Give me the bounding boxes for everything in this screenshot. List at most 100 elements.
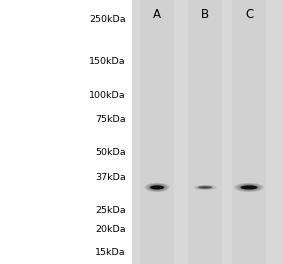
Ellipse shape — [198, 186, 212, 188]
Text: 100kDa: 100kDa — [89, 91, 126, 100]
Ellipse shape — [240, 185, 258, 190]
Ellipse shape — [191, 185, 219, 190]
Ellipse shape — [234, 183, 264, 192]
Ellipse shape — [202, 187, 208, 188]
Ellipse shape — [236, 183, 262, 191]
Ellipse shape — [156, 187, 158, 188]
Ellipse shape — [196, 186, 214, 189]
Ellipse shape — [150, 185, 164, 190]
Ellipse shape — [246, 187, 252, 188]
Text: 37kDa: 37kDa — [95, 173, 126, 182]
Ellipse shape — [239, 185, 259, 190]
Ellipse shape — [241, 185, 257, 190]
Ellipse shape — [194, 185, 217, 190]
Bar — [232, 0, 266, 264]
Ellipse shape — [156, 187, 158, 188]
Ellipse shape — [196, 185, 215, 189]
Ellipse shape — [239, 184, 260, 191]
Ellipse shape — [155, 187, 159, 188]
Ellipse shape — [234, 183, 264, 192]
Ellipse shape — [241, 185, 258, 190]
Ellipse shape — [240, 185, 258, 190]
Ellipse shape — [144, 183, 170, 192]
Ellipse shape — [143, 183, 171, 192]
Ellipse shape — [155, 187, 160, 188]
Ellipse shape — [242, 185, 256, 190]
Ellipse shape — [198, 186, 212, 189]
Ellipse shape — [245, 186, 253, 188]
Ellipse shape — [199, 186, 212, 189]
Ellipse shape — [234, 183, 264, 192]
Ellipse shape — [238, 184, 260, 191]
Ellipse shape — [147, 184, 167, 191]
Ellipse shape — [191, 185, 219, 190]
Ellipse shape — [201, 187, 209, 188]
Ellipse shape — [150, 185, 164, 190]
Ellipse shape — [192, 185, 218, 190]
Ellipse shape — [154, 186, 160, 188]
Ellipse shape — [155, 187, 159, 188]
Text: 25kDa: 25kDa — [95, 206, 126, 215]
Ellipse shape — [197, 186, 214, 189]
Text: 150kDa: 150kDa — [89, 57, 126, 66]
Text: B: B — [201, 8, 209, 21]
Ellipse shape — [246, 186, 252, 188]
Ellipse shape — [233, 183, 265, 192]
Ellipse shape — [204, 187, 206, 188]
Ellipse shape — [145, 183, 170, 192]
Bar — [132, 0, 283, 264]
Ellipse shape — [149, 185, 166, 190]
Ellipse shape — [237, 184, 261, 191]
Ellipse shape — [194, 185, 216, 190]
Ellipse shape — [198, 186, 213, 189]
Ellipse shape — [197, 186, 213, 189]
Ellipse shape — [143, 182, 171, 192]
Ellipse shape — [146, 183, 168, 191]
Ellipse shape — [243, 186, 255, 189]
Ellipse shape — [203, 187, 207, 188]
Ellipse shape — [248, 187, 250, 188]
Text: 250kDa: 250kDa — [89, 15, 126, 23]
Ellipse shape — [204, 187, 207, 188]
Ellipse shape — [152, 186, 162, 189]
Ellipse shape — [195, 185, 215, 190]
Ellipse shape — [154, 186, 160, 188]
Ellipse shape — [238, 184, 260, 191]
Ellipse shape — [153, 186, 161, 189]
Ellipse shape — [155, 187, 159, 188]
Ellipse shape — [204, 187, 206, 188]
Ellipse shape — [232, 182, 266, 192]
Ellipse shape — [148, 184, 166, 191]
Ellipse shape — [148, 184, 166, 191]
Ellipse shape — [144, 183, 170, 192]
Ellipse shape — [235, 183, 263, 192]
Ellipse shape — [241, 185, 257, 190]
Ellipse shape — [245, 186, 254, 189]
Ellipse shape — [154, 186, 160, 188]
Ellipse shape — [150, 185, 164, 190]
Text: 50kDa: 50kDa — [95, 148, 126, 157]
Ellipse shape — [233, 183, 265, 192]
Ellipse shape — [201, 187, 209, 188]
Ellipse shape — [195, 185, 215, 190]
Bar — [140, 0, 174, 264]
Ellipse shape — [239, 185, 259, 190]
Ellipse shape — [200, 186, 211, 188]
Ellipse shape — [151, 185, 163, 190]
Ellipse shape — [201, 187, 209, 188]
Ellipse shape — [237, 184, 261, 191]
Ellipse shape — [152, 186, 162, 189]
Ellipse shape — [236, 183, 262, 191]
Ellipse shape — [192, 185, 218, 190]
Text: A: A — [153, 8, 161, 21]
Ellipse shape — [244, 186, 254, 189]
Ellipse shape — [197, 186, 213, 189]
Ellipse shape — [193, 185, 217, 190]
Ellipse shape — [203, 187, 207, 188]
Ellipse shape — [243, 186, 256, 189]
Ellipse shape — [200, 186, 210, 188]
Ellipse shape — [202, 187, 209, 188]
Ellipse shape — [145, 183, 169, 192]
Ellipse shape — [144, 183, 170, 192]
Ellipse shape — [143, 182, 171, 192]
